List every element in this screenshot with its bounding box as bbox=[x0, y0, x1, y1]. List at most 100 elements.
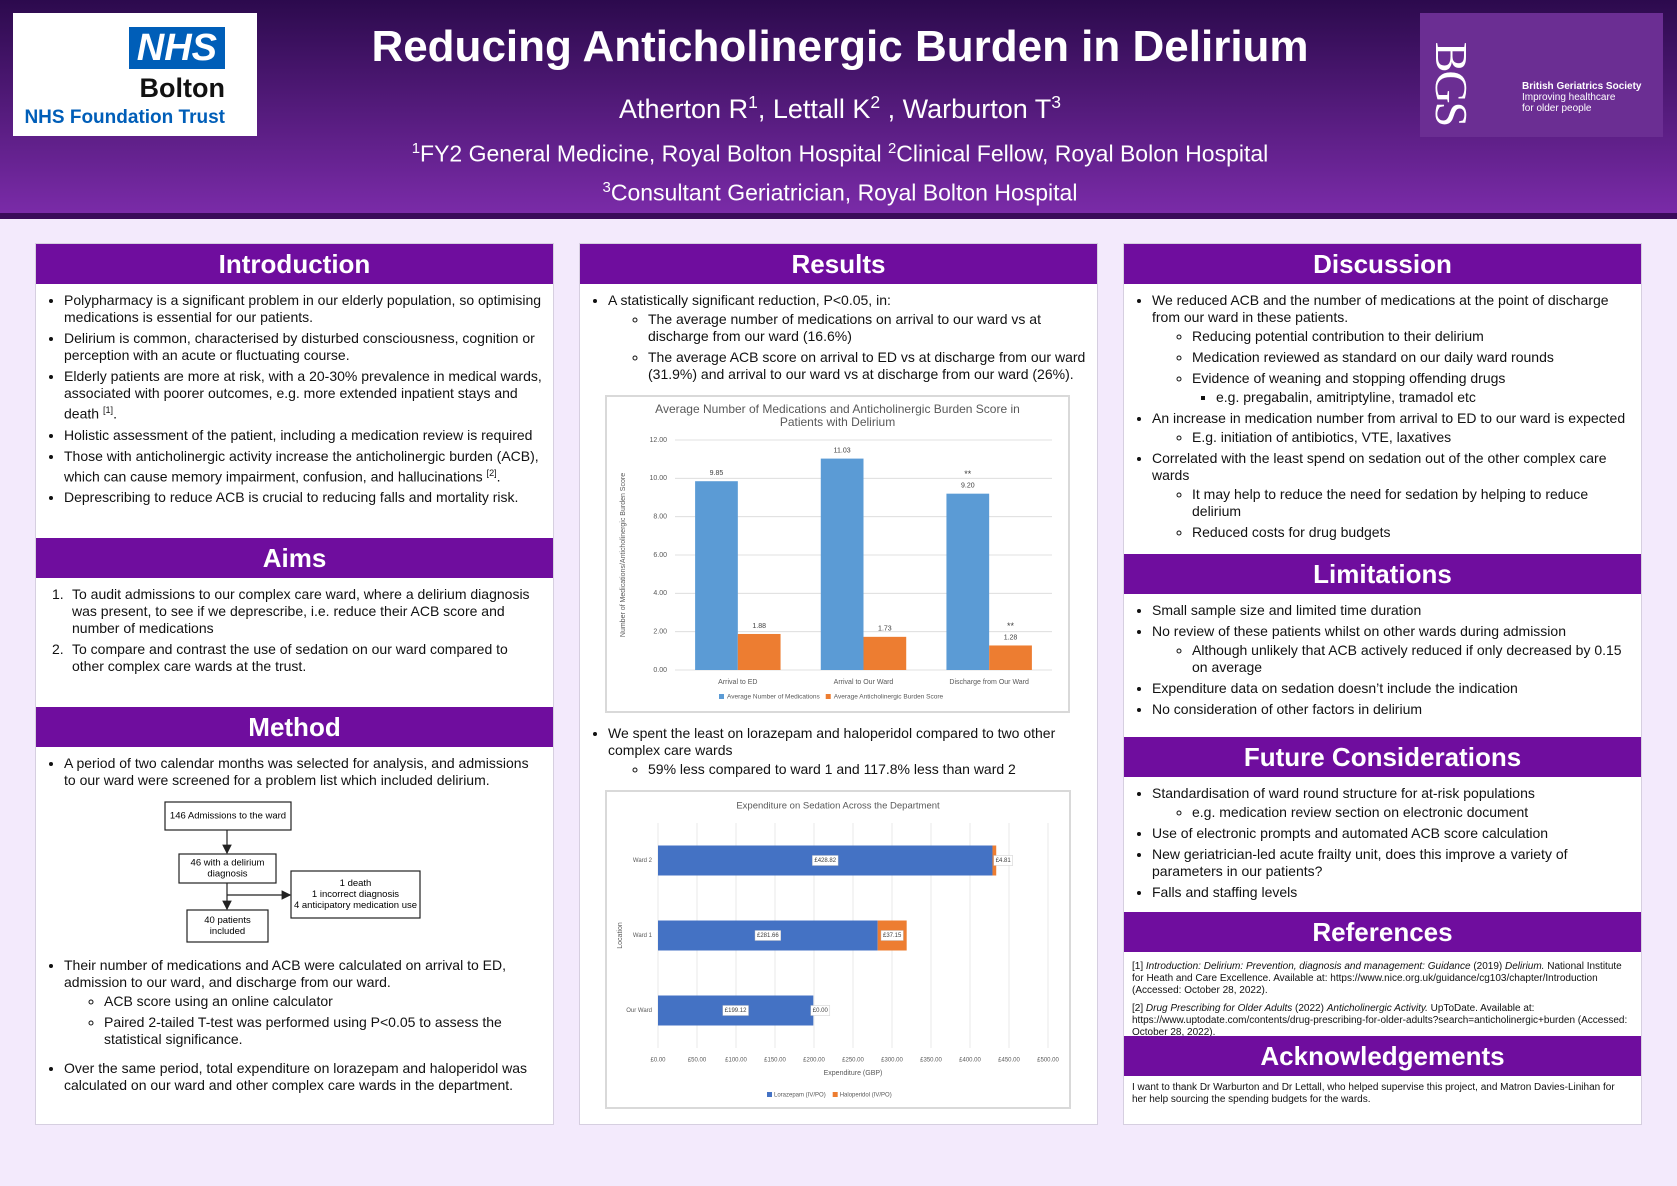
value-label: £0.00 bbox=[812, 1008, 828, 1014]
bullet-text: ACB score using an online calculator bbox=[104, 993, 333, 1009]
bullet-item: An increase in medication number from ar… bbox=[1152, 410, 1631, 446]
bullet-item: Standardisation of ward round structure … bbox=[1152, 785, 1631, 821]
bullet-text: Correlated with the least spend on sedat… bbox=[1152, 450, 1607, 483]
flow-text: 1 death bbox=[339, 878, 371, 889]
value-label: £281.66 bbox=[756, 933, 778, 939]
bullet-item: New geriatrician-led acute frailty unit,… bbox=[1152, 846, 1631, 880]
item-text: To audit admissions to our complex care … bbox=[72, 586, 530, 636]
y-tick-label: 0.00 bbox=[653, 667, 667, 674]
flow-box bbox=[163, 801, 292, 831]
bullet-list: Over the same period, total expenditure … bbox=[44, 1060, 543, 1094]
legend-label: Average Anticholinergic Burden Score bbox=[834, 694, 944, 701]
bullet-item: It may help to reduce the need for sedat… bbox=[1192, 486, 1631, 520]
reference: [2] Drug Prescribing for Older Adults (2… bbox=[1132, 1003, 1631, 1036]
bullet-list: E.g. initiation of antibiotics, VTE, lax… bbox=[1152, 429, 1631, 446]
section-body: A statistically significant reduction, P… bbox=[580, 284, 1097, 1121]
value-label: £37.15 bbox=[883, 933, 902, 939]
y-axis-label: Number of Medications/Anticholinergic Bu… bbox=[620, 473, 627, 637]
flow-text: included bbox=[209, 926, 244, 937]
bullet-item: Medication reviewed as standard on our d… bbox=[1192, 349, 1631, 366]
bullet-block: Their number of medications and ACB were… bbox=[44, 957, 543, 1048]
bullet-item: ACB score using an online calculator bbox=[104, 993, 543, 1010]
bullet-block: Over the same period, total expenditure … bbox=[44, 1060, 543, 1094]
y-tick-label: 2.00 bbox=[653, 629, 667, 636]
section-title: Future Considerations bbox=[1124, 737, 1641, 777]
y-tick-label: 6.00 bbox=[653, 552, 667, 559]
reference: [1] Introduction: Delirium: Prevention, … bbox=[1132, 961, 1631, 997]
bullet-list: Small sample size and limited time durat… bbox=[1132, 602, 1631, 718]
bullet-list: ACB score using an online calculator Pair… bbox=[64, 993, 543, 1048]
chart: Expenditure on Sedation Across the Depar… bbox=[604, 790, 1071, 1109]
bullet-item: No consideration of other factors in del… bbox=[1152, 701, 1631, 718]
chart: Average Number of Medications and Antich… bbox=[605, 395, 1070, 713]
bullet-item: Reducing potential contribution to their… bbox=[1192, 328, 1631, 345]
bullet-item: Deprescribing to reduce ACB is crucial t… bbox=[64, 489, 543, 506]
value-label: 1.88 bbox=[752, 623, 766, 630]
bullet-text: Elderly patients are more at risk, with … bbox=[64, 368, 542, 422]
section-title: Results bbox=[580, 244, 1097, 284]
bullet-text: Over the same period, total expenditure … bbox=[64, 1060, 528, 1093]
text: , Lettall K bbox=[757, 94, 871, 124]
bullet-list: We reduced ACB and the number of medicat… bbox=[1132, 292, 1631, 541]
superscript: 2 bbox=[887, 140, 897, 157]
flow-text: 4 anticipatory medication use bbox=[293, 900, 416, 911]
bullet-text: No consideration of other factors in del… bbox=[1152, 701, 1423, 717]
y-tick-label: 8.00 bbox=[653, 514, 667, 521]
bullet-text: e.g. medication review section on electr… bbox=[1192, 804, 1529, 820]
citation: [2] bbox=[486, 467, 497, 478]
significance: ** bbox=[1007, 621, 1015, 631]
chart-title: Average Number of Medications and Antich… bbox=[655, 402, 1020, 429]
section: Method A period of two calendar months wa… bbox=[36, 707, 553, 1124]
citation: [1] bbox=[102, 405, 114, 415]
bullet-list: 59% less compared to ward 1 and 117.8% l… bbox=[608, 761, 1087, 778]
reference-text: Drug Prescribing for Older Adults bbox=[1145, 1003, 1293, 1014]
bullet-item: Reduced costs for drug budgets bbox=[1192, 524, 1631, 541]
item-number: 2. bbox=[52, 641, 64, 657]
section: Acknowledgements I want to thank Dr Warbu… bbox=[1124, 1036, 1641, 1124]
reference-text: National Institute for Heath and Care Ex… bbox=[1132, 961, 1622, 996]
logo-text: British Geriatrics Society Improving heal… bbox=[1522, 81, 1642, 114]
bar bbox=[820, 458, 864, 670]
flow-box bbox=[185, 909, 269, 943]
x-tick-label: £150.00 bbox=[764, 1058, 786, 1064]
bar bbox=[989, 645, 1032, 670]
value-label: 1.73 bbox=[878, 626, 892, 633]
value-label-box bbox=[722, 1005, 749, 1016]
bullet-item: Paired 2-tailed T-test was performed usi… bbox=[104, 1014, 543, 1048]
section-body: 1. To audit admissions to our complex car… bbox=[36, 578, 553, 679]
bullet-block: Standardisation of ward round structure … bbox=[1132, 785, 1631, 901]
logo-name: Bolton bbox=[139, 73, 225, 103]
column: Discussion We reduced ACB and the number … bbox=[1123, 243, 1642, 1125]
item-text: To compare and contrast the use of sedat… bbox=[72, 641, 508, 674]
flow-box bbox=[289, 870, 421, 919]
bullet-list: Reducing potential contribution to their… bbox=[1152, 328, 1631, 406]
x-tick-label: Arrival to ED bbox=[718, 679, 757, 686]
superscript: 3 bbox=[1051, 92, 1061, 112]
bar bbox=[863, 636, 907, 670]
significance: ** bbox=[964, 469, 972, 479]
bullet-list: Polypharmacy is a significant problem in… bbox=[44, 292, 543, 506]
value-label: 11.03 bbox=[834, 447, 851, 454]
section-body: A period of two calendar months was sele… bbox=[36, 747, 553, 1106]
bullet-item: A period of two calendar months was sele… bbox=[64, 755, 543, 789]
bullet-item: We reduced ACB and the number of medicat… bbox=[1152, 292, 1631, 406]
bullet-block: Small sample size and limited time durat… bbox=[1132, 602, 1631, 718]
reference-text: Delirium. bbox=[1505, 961, 1545, 972]
legend-label: Haloperidol (IV/PO) bbox=[839, 1093, 891, 1099]
authors: Atherton R1, Lettall K2 , Warburton T3 bbox=[260, 92, 1420, 125]
bullet-block: We spent the least on lorazepam and halo… bbox=[588, 725, 1087, 778]
section-body: Polypharmacy is a significant problem in… bbox=[36, 284, 553, 518]
section: Results A statistically significant reduc… bbox=[580, 244, 1097, 1124]
bullet-text: Holistic assessment of the patient, incl… bbox=[64, 426, 533, 443]
bullet-item: Their number of medications and ACB were… bbox=[64, 957, 543, 1048]
bullet-text: E.g. initiation of antibiotics, VTE, lax… bbox=[1192, 429, 1452, 445]
bullet-list: e.g. pregabalin, amitriptyline, tramadol… bbox=[1192, 389, 1631, 406]
bar bbox=[737, 633, 781, 670]
bullet-list: A period of two calendar months was sele… bbox=[44, 755, 543, 789]
bar bbox=[946, 493, 990, 670]
numbered-item: 2. To compare and contrast the use of sed… bbox=[52, 641, 543, 675]
value-label-box bbox=[880, 930, 904, 941]
legend-swatch bbox=[832, 1092, 838, 1097]
bullet-text: Evidence of weaning and stopping offendi… bbox=[1192, 370, 1506, 386]
